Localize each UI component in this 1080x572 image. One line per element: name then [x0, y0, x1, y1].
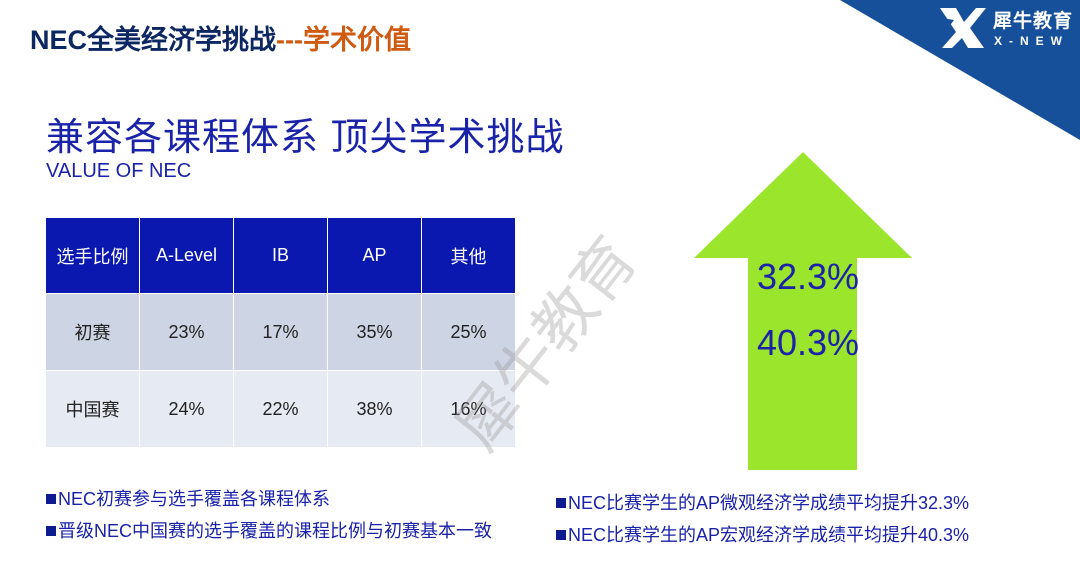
arrow-value-macro: 40.3%: [756, 322, 860, 363]
table-cell: 22%: [233, 370, 328, 448]
row-label: 初赛: [45, 293, 140, 371]
table-header-cell: A-Level: [139, 217, 234, 294]
bullet-item: NEC比赛学生的AP宏观经济学成绩平均提升40.3%: [556, 519, 969, 551]
table-header-cell: 其他: [421, 217, 516, 294]
x-new-logo-icon: [940, 8, 986, 48]
bullet-item: NEC比赛学生的AP微观经济学成绩平均提升32.3%: [556, 487, 969, 519]
table-header-row: 选手比例 A-Level IB AP 其他: [45, 217, 516, 294]
table-header-cell: IB: [233, 217, 328, 294]
bullet-item: 晋级NEC中国赛的选手覆盖的课程比例与初赛基本一致: [46, 515, 492, 547]
arrow-value-micro: 32.3%: [756, 256, 860, 297]
bullet-list-right: NEC比赛学生的AP微观经济学成绩平均提升32.3% NEC比赛学生的AP宏观经…: [556, 487, 969, 551]
bullet-item: NEC初赛参与选手覆盖各课程体系: [46, 483, 492, 515]
table-cell: 38%: [327, 370, 422, 448]
square-bullet-icon: [556, 530, 566, 540]
brand-name-cn: 犀牛教育: [993, 11, 1074, 32]
table-header-cell: 选手比例: [45, 217, 140, 294]
up-arrow-icon: [694, 152, 912, 470]
section-subheading: VALUE OF NEC: [46, 160, 192, 182]
table-cell: 24%: [139, 370, 234, 448]
section-heading: 兼容各课程体系 顶尖学术挑战: [46, 117, 565, 159]
square-bullet-icon: [46, 494, 56, 504]
corner-banner: [840, 0, 1080, 140]
square-bullet-icon: [46, 526, 56, 536]
bullet-list-left: NEC初赛参与选手覆盖各课程体系 晋级NEC中国赛的选手覆盖的课程比例与初赛基本…: [46, 483, 492, 547]
table-cell: 23%: [139, 293, 234, 371]
table-cell: 17%: [233, 293, 328, 371]
row-label: 中国赛: [45, 370, 140, 448]
table-header-cell: AP: [327, 217, 422, 294]
table-row: 初赛 23% 17% 35% 25%: [45, 293, 516, 371]
page-title-accent: ---学术价值: [276, 25, 411, 55]
brand-logo: 犀牛教育 X-NEW: [938, 4, 1078, 50]
page-title: NEC全美经济学挑战---学术价值: [30, 18, 411, 57]
brand-name-en: X-NEW: [994, 34, 1069, 48]
table-cell: 35%: [327, 293, 422, 371]
table-row: 中国赛 24% 22% 38% 16%: [45, 370, 516, 448]
page-title-main: NEC全美经济学挑战: [30, 25, 277, 55]
participant-ratio-table: 选手比例 A-Level IB AP 其他 初赛 23% 17% 35% 25%…: [45, 217, 516, 448]
table-cell: 25%: [421, 293, 516, 371]
table-cell: 16%: [421, 370, 516, 448]
square-bullet-icon: [556, 498, 566, 508]
